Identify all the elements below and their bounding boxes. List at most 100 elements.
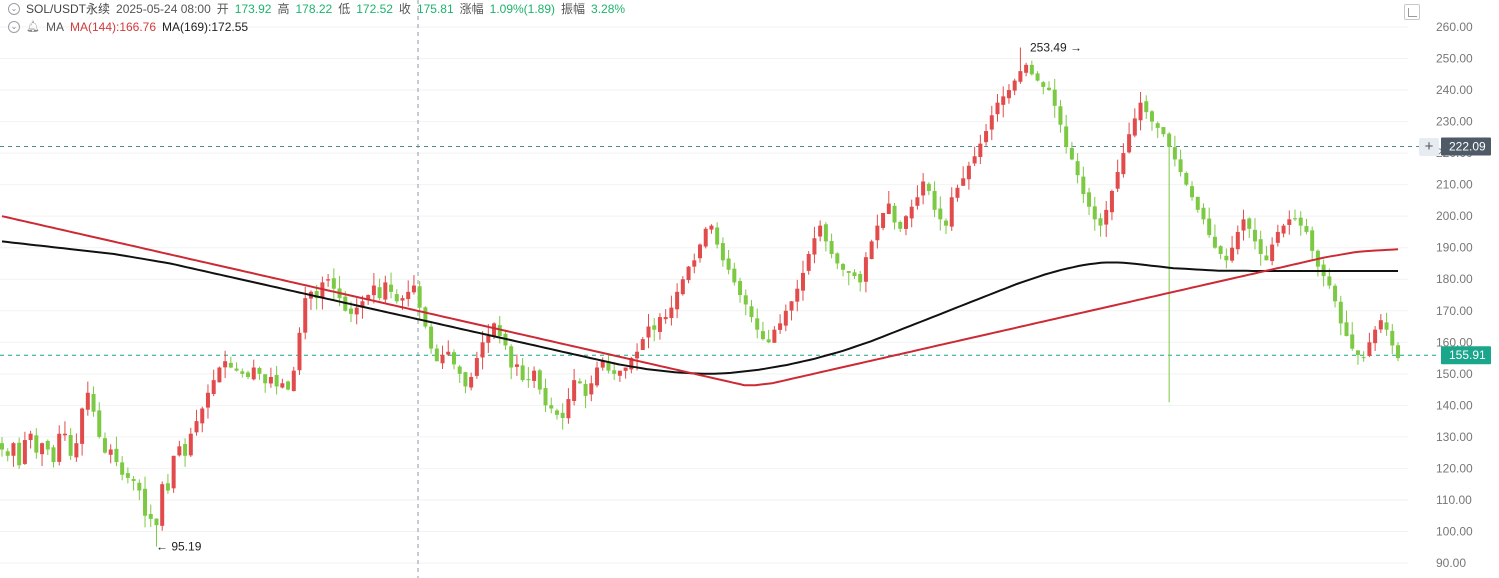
candle-body (1132, 118, 1137, 136)
candle-body (709, 225, 714, 230)
annotations: 253.49 → ← 95.19 (156, 41, 1082, 554)
candle-body (1024, 64, 1029, 73)
price-tick-label: 250.00 (1436, 52, 1473, 66)
candle-body (446, 351, 451, 355)
candle-body (760, 331, 765, 340)
candle-body (22, 440, 27, 464)
candle-body (240, 371, 245, 374)
price-tick-label: 230.00 (1436, 115, 1473, 129)
candle-body (326, 279, 331, 281)
candle-body (85, 392, 90, 410)
candle-body (966, 165, 971, 180)
candle-body (1361, 357, 1366, 359)
candle-body (692, 260, 697, 267)
candle-body (0, 443, 4, 450)
chevron-down-icon[interactable]: ⌄ (8, 21, 20, 33)
candle-body (62, 433, 67, 436)
candle-body (160, 484, 165, 526)
candle-body (1355, 350, 1360, 355)
candle-body (1098, 218, 1103, 226)
candle-body (114, 448, 119, 463)
candle-body (366, 295, 371, 301)
price-axis[interactable]: 260.00250.00240.00230.00220.00210.00200.… (1436, 20, 1491, 570)
candle-body (572, 380, 577, 402)
chevron-down-icon[interactable]: ⌄ (8, 3, 20, 15)
candle-body (68, 434, 73, 456)
candle-body (297, 332, 302, 371)
candle-body (1184, 173, 1189, 185)
crosshair-price-label: 222.09 (1449, 140, 1486, 154)
bell-icon[interactable]: 🔔︎ (26, 21, 40, 33)
candle-body (389, 284, 394, 292)
candle-body (74, 443, 79, 458)
candle-body (675, 291, 680, 310)
candle-body (972, 156, 977, 164)
candle-body (314, 291, 319, 299)
candle-body (932, 190, 937, 210)
candle-body (961, 178, 966, 186)
price-tick-label: 210.00 (1436, 178, 1473, 192)
candle-body (1281, 225, 1286, 234)
candle-body (371, 285, 376, 296)
candle-body (778, 323, 783, 330)
candle-body (1333, 285, 1338, 302)
candle-body (909, 206, 914, 219)
candle-body (795, 288, 800, 302)
candle-body (1115, 172, 1120, 189)
candle-body (11, 443, 16, 456)
candle-body (686, 266, 691, 281)
candle-body (1247, 218, 1252, 229)
candle-body (211, 380, 216, 395)
candle-body (1293, 218, 1298, 220)
candle-body (944, 220, 949, 226)
candle-body (474, 358, 479, 376)
candle-body (783, 310, 788, 326)
candle-body (984, 131, 989, 143)
candle-body (755, 318, 760, 330)
candle-body (280, 383, 285, 388)
candle-body (263, 374, 268, 384)
ma-header: ⌄ 🔔︎ MA MA(144):166.76 MA(169):172.55 (8, 19, 248, 35)
candles (0, 47, 1400, 547)
change-value: 1.09%(1.89) (489, 2, 556, 16)
candle-body (1172, 147, 1177, 160)
candle-body (1327, 276, 1332, 286)
candle-body (1338, 301, 1343, 324)
candle-body (995, 102, 1000, 115)
candle-body (497, 325, 502, 336)
candle-body (1109, 190, 1114, 213)
candle-body (1275, 231, 1280, 243)
candle-body (1384, 322, 1389, 330)
change-label: 涨幅 (459, 2, 484, 16)
candle-body (1195, 196, 1200, 210)
candle-body (97, 410, 102, 437)
ma-label[interactable]: MA (45, 20, 64, 34)
candle-body (354, 307, 359, 315)
candle-body (1235, 231, 1240, 250)
candle-body (926, 183, 931, 191)
fullscreen-icon[interactable] (1404, 4, 1420, 20)
candle-body (1212, 236, 1217, 248)
candle-body (800, 272, 805, 291)
candle-body (732, 268, 737, 283)
open-value: 173.92 (234, 2, 272, 16)
candle-body (5, 451, 10, 456)
price-tick-label: 260.00 (1436, 20, 1473, 34)
candle-body (154, 518, 159, 526)
candle-body (194, 421, 199, 433)
candle-body (1264, 255, 1269, 261)
candle-body (1344, 322, 1349, 336)
candle-body (938, 208, 943, 220)
candle-body (989, 115, 994, 130)
candle-body (978, 143, 983, 158)
candle-body (1041, 82, 1046, 87)
candle-body (898, 221, 903, 229)
plus-icon[interactable]: + (1419, 138, 1439, 156)
price-tick-label: 90.00 (1436, 556, 1466, 570)
candle-body (532, 370, 537, 381)
candle-body (291, 370, 296, 392)
candle-body (177, 446, 182, 456)
candle-body (743, 295, 748, 305)
candle-body (1064, 126, 1069, 147)
